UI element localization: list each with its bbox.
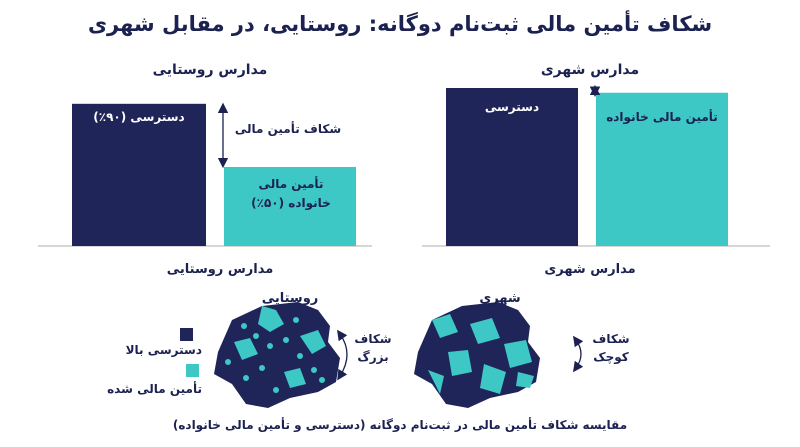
page-title: شکاف تأمین مالی ثبت‌نام دوگانه: روستایی،… — [87, 12, 713, 36]
rural-access-bar — [72, 103, 206, 246]
legend-swatch-access — [180, 328, 193, 341]
urban-gap-map-label: شکاف کوچک — [592, 332, 630, 364]
bar-chart — [38, 84, 770, 247]
rural-family-label: تأمین مالی خانواده (۵۰٪) — [251, 177, 331, 210]
urban-family-bar — [596, 92, 728, 247]
urban-map — [414, 302, 584, 408]
legend-label-access: دسترسی بالا — [125, 343, 202, 357]
urban-map-title: شهری — [479, 291, 521, 306]
figure-caption: مقایسه شکاف تأمین مالی در ثبت‌نام دوگانه… — [172, 418, 628, 432]
rural-map — [214, 302, 348, 408]
urban-access-bar — [446, 88, 578, 246]
legend-label-funded: تأمین مالی شده — [107, 382, 202, 396]
urban-panel-title: مدارس شهری — [540, 62, 640, 78]
rural-family-bar — [224, 167, 356, 246]
urban-x-label: مدارس شهری — [544, 262, 636, 277]
rural-x-label: مدارس روستایی — [166, 262, 274, 277]
rural-gap-label: شکاف تأمین مالی — [234, 122, 342, 136]
maps-illustration — [214, 302, 584, 408]
rural-map-title: روستایی — [261, 291, 319, 306]
urban-access-label: دسترسی — [484, 100, 540, 114]
legend-swatch-funded — [186, 364, 199, 377]
rural-access-label: دسترسی (۹۰٪) — [93, 110, 185, 124]
rural-gap-map-label: شکاف بزرگ — [354, 332, 392, 364]
urban-family-label: تأمین مالی خانواده — [606, 110, 718, 124]
rural-panel-title: مدارس روستایی — [152, 62, 268, 78]
